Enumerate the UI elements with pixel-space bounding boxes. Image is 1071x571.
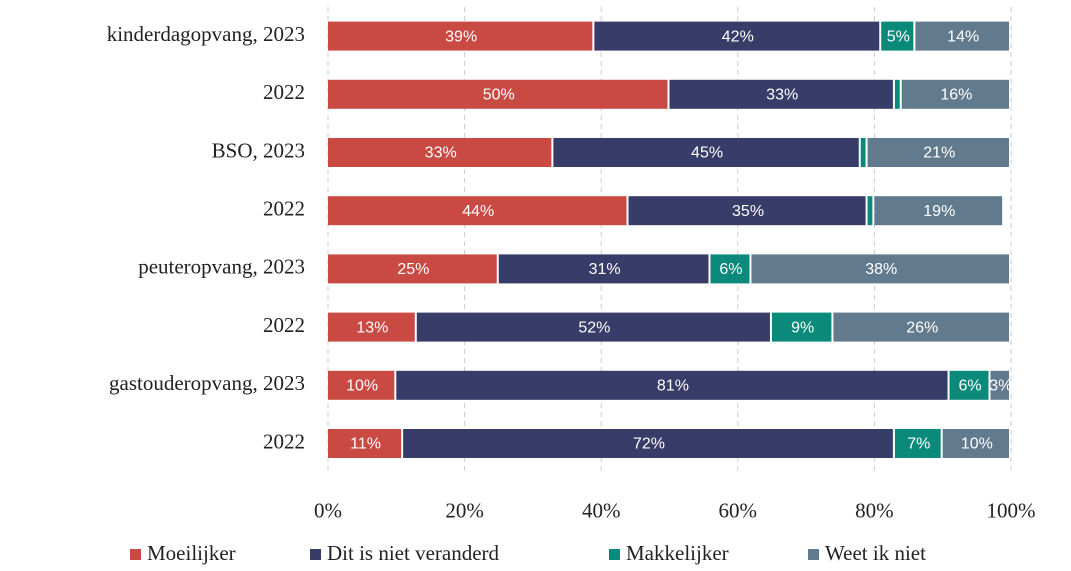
y-tick-label: 2022 [263, 429, 305, 453]
y-tick-label: kinderdagopvang, 2023 [107, 22, 305, 46]
data-label: 72% [633, 436, 665, 453]
bar-segment [328, 138, 552, 167]
x-tick-label: 40% [582, 498, 621, 522]
data-label: 6% [719, 261, 742, 278]
legend-label: Moeilijker [147, 541, 236, 565]
data-label: 42% [722, 28, 754, 45]
y-tick-label: 2022 [263, 197, 305, 221]
data-label: 7% [907, 436, 930, 453]
x-tick-label: 60% [719, 498, 758, 522]
data-label: 11% [350, 436, 381, 453]
legend-label: Makkelijker [626, 541, 729, 565]
data-label: 21% [923, 145, 955, 162]
bar-segment [628, 196, 866, 226]
bar-segment [403, 429, 893, 458]
bar-segment [498, 254, 709, 284]
bar-segment [669, 79, 893, 109]
bar-segment [710, 254, 750, 284]
bar-segment [860, 138, 866, 167]
data-label: 35% [732, 203, 764, 220]
data-label: 31% [589, 261, 621, 278]
bar-segment [328, 312, 415, 342]
bar-segment [771, 312, 832, 342]
data-label: 9% [791, 319, 814, 336]
bar-segment [396, 370, 948, 400]
data-label: 10% [961, 436, 993, 453]
bar-segment [416, 312, 770, 342]
legend-label: Dit is niet veranderd [327, 541, 500, 565]
y-tick-label: 2022 [263, 80, 305, 104]
data-label: 50% [483, 87, 515, 104]
data-label: 14% [947, 28, 979, 45]
bar-segment [901, 79, 1009, 109]
data-label: 33% [425, 145, 457, 162]
x-tick-label: 0% [314, 498, 342, 522]
bar-segment [328, 196, 627, 226]
bar-segment [833, 312, 1009, 342]
data-label: 19% [923, 203, 955, 220]
bar-segment [328, 370, 395, 400]
bar-segment [990, 370, 1009, 400]
bar-segment [874, 196, 1003, 226]
bar-segment [894, 79, 900, 109]
bar-segment [553, 138, 859, 167]
legend-marker [808, 549, 819, 560]
legend-marker [609, 549, 620, 560]
bar-segment [949, 370, 989, 400]
bar-segment [594, 21, 880, 51]
data-label: 3% [989, 378, 1012, 395]
y-tick-label: peuteropvang, 2023 [138, 255, 305, 279]
bar-segment [751, 254, 1009, 284]
bar-segment [915, 21, 1009, 51]
legend-marker [130, 549, 141, 560]
bar-segment [942, 429, 1009, 458]
legend-label: Weet ik niet [825, 541, 926, 565]
data-label: 16% [940, 87, 972, 104]
y-tick-label: BSO, 2023 [212, 138, 305, 162]
data-label: 10% [346, 378, 378, 395]
bar-segment [867, 138, 1009, 167]
bar-segment [881, 21, 914, 51]
bar-segment [894, 429, 941, 458]
data-label: 5% [887, 28, 910, 45]
data-label: 44% [462, 203, 494, 220]
x-tick-label: 20% [445, 498, 484, 522]
data-label: 26% [906, 319, 938, 336]
data-label: 81% [657, 378, 689, 395]
bar-segment [328, 79, 668, 109]
y-tick-label: 2022 [263, 313, 305, 337]
bar-segment [328, 21, 593, 51]
bar-segment [867, 196, 873, 226]
data-label: 45% [691, 145, 723, 162]
bar-segment [328, 254, 497, 284]
data-label: 52% [578, 319, 610, 336]
bar-segment [328, 429, 402, 458]
data-label: 38% [865, 261, 897, 278]
legend-marker [310, 549, 321, 560]
x-tick-label: 80% [855, 498, 894, 522]
data-label: 6% [958, 378, 981, 395]
data-label: 39% [445, 28, 477, 45]
x-tick-label: 100% [987, 498, 1036, 522]
data-label: 25% [397, 261, 429, 278]
y-tick-label: gastouderopvang, 2023 [109, 371, 305, 395]
data-label: 13% [356, 319, 388, 336]
data-label: 33% [766, 87, 798, 104]
